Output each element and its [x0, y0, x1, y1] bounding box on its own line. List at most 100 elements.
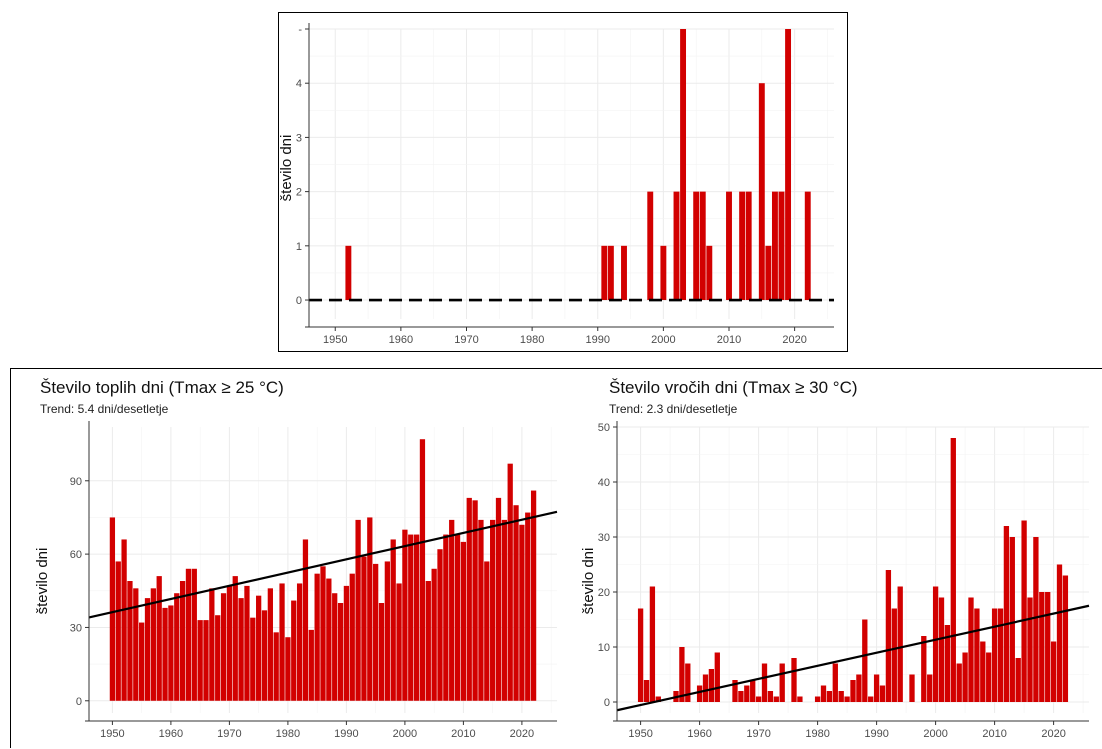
bar-2003 [680, 29, 687, 301]
bar-2006 [437, 549, 443, 701]
bar-1952 [649, 586, 656, 702]
bar-1987 [856, 674, 862, 702]
bar-1962 [179, 581, 186, 701]
bar-2021 [525, 512, 531, 701]
bar-1986 [320, 566, 326, 701]
y-tick-label: 30 [70, 622, 82, 634]
y-tick-label: 10 [598, 642, 610, 654]
bar-1989 [868, 696, 874, 702]
bar-1972 [238, 598, 244, 701]
x-tick-label: 2000 [651, 334, 675, 346]
bar-1992 [355, 519, 361, 701]
bar-1952 [121, 539, 127, 701]
x-tick-label: 1970 [217, 728, 241, 740]
bar-1959 [162, 607, 168, 701]
bar-2012 [1003, 526, 1010, 702]
y-tick-label: 50 [598, 422, 610, 434]
bar-1953 [655, 696, 661, 702]
x-tick-label: 1970 [746, 728, 770, 740]
bar-2016 [765, 245, 772, 301]
bar-2012 [739, 191, 746, 301]
bar-1985 [844, 696, 850, 702]
bar-1951 [643, 680, 650, 702]
bar-2001 [938, 597, 945, 702]
y-axis-label: število dni [278, 135, 295, 202]
bar-1967 [738, 691, 744, 702]
x-tick-label: 1980 [805, 728, 829, 740]
y-tick-label: 0 [76, 696, 82, 708]
bar-1988 [332, 593, 338, 701]
bar-1994 [897, 586, 903, 702]
bar-1966 [203, 620, 209, 701]
bar-2007 [706, 245, 713, 301]
bar-1968 [744, 685, 750, 702]
x-tick-label: 2020 [1041, 728, 1065, 740]
bar-1952 [345, 245, 352, 301]
bar-1997 [384, 561, 390, 701]
bar-1970 [755, 696, 762, 702]
x-tick-label: 1960 [159, 728, 183, 740]
chart-subtitle-hot-days: Trend: 2.3 dni/desetletje [609, 402, 738, 416]
bar-1967 [209, 588, 215, 701]
bar-1993 [361, 556, 367, 701]
x-tick-label: 1950 [323, 334, 347, 346]
bar-1970 [226, 585, 233, 701]
x-tick-label: 2020 [782, 334, 806, 346]
bar-1954 [133, 588, 139, 701]
y-tick-label: 3 [296, 132, 302, 144]
bar-1979 [279, 583, 285, 701]
bar-1982 [826, 691, 833, 702]
bar-1984 [838, 691, 844, 702]
chart-panel-top: 1950 1960 1970 1980 1990 2000 2010 2020 0 1 2 3 4 - št… [278, 12, 848, 352]
bar-2017 [771, 191, 778, 301]
bar-1974 [250, 617, 256, 701]
bar-2002 [673, 191, 680, 301]
bar-2001 [408, 534, 414, 701]
y-tick-label: 2 [296, 187, 302, 199]
bar-2003 [419, 439, 426, 701]
bar-1953 [127, 581, 133, 701]
bar-1966 [732, 680, 738, 702]
bar-2010 [460, 541, 467, 701]
x-tick-label: 1990 [864, 728, 888, 740]
y-tick-label: 60 [70, 549, 82, 561]
bar-1950 [637, 608, 644, 702]
bar-1961 [174, 593, 180, 701]
x-tick-label: 2010 [451, 728, 475, 740]
bar-2005 [431, 568, 437, 701]
bar-2006 [699, 191, 706, 301]
x-tick-label: 2010 [982, 728, 1006, 740]
bar-1963 [714, 652, 720, 702]
bar-1950 [109, 517, 116, 701]
bar-1962 [708, 669, 715, 702]
bar-1983 [302, 539, 309, 701]
bar-2019 [785, 29, 792, 301]
bar-2005 [693, 191, 700, 301]
x-tick-label: 1960 [687, 728, 711, 740]
bar-1977 [267, 588, 273, 701]
bar-1999 [927, 674, 933, 702]
bar-2018 [1039, 592, 1045, 702]
bar-1980 [814, 696, 821, 702]
y-tick-label: 30 [598, 532, 610, 544]
bar-1973 [244, 585, 250, 701]
bar-1994 [621, 245, 627, 301]
bar-2007 [443, 534, 449, 701]
bar-2000 [660, 245, 667, 301]
bar-2010 [991, 608, 998, 702]
bar-1984 [308, 629, 314, 701]
y-tick-label: 0 [296, 295, 302, 307]
bar-2002 [413, 534, 420, 701]
trend-line [88, 510, 558, 619]
bar-2018 [507, 463, 513, 701]
x-tick-label: 1990 [334, 728, 358, 740]
bar-1964 [191, 568, 197, 701]
bar-1957 [679, 647, 685, 702]
bar-1960 [168, 605, 174, 701]
bar-2016 [495, 497, 502, 701]
bar-1956 [144, 598, 151, 701]
y-tick-label: 90 [70, 476, 82, 488]
bar-2009 [454, 534, 461, 701]
chart-warm-days-svg: 1950 1960 1970 1980 1990 2000 2010 2020 0 30 60 90 š… [34, 421, 558, 740]
bar-2013 [745, 191, 752, 301]
